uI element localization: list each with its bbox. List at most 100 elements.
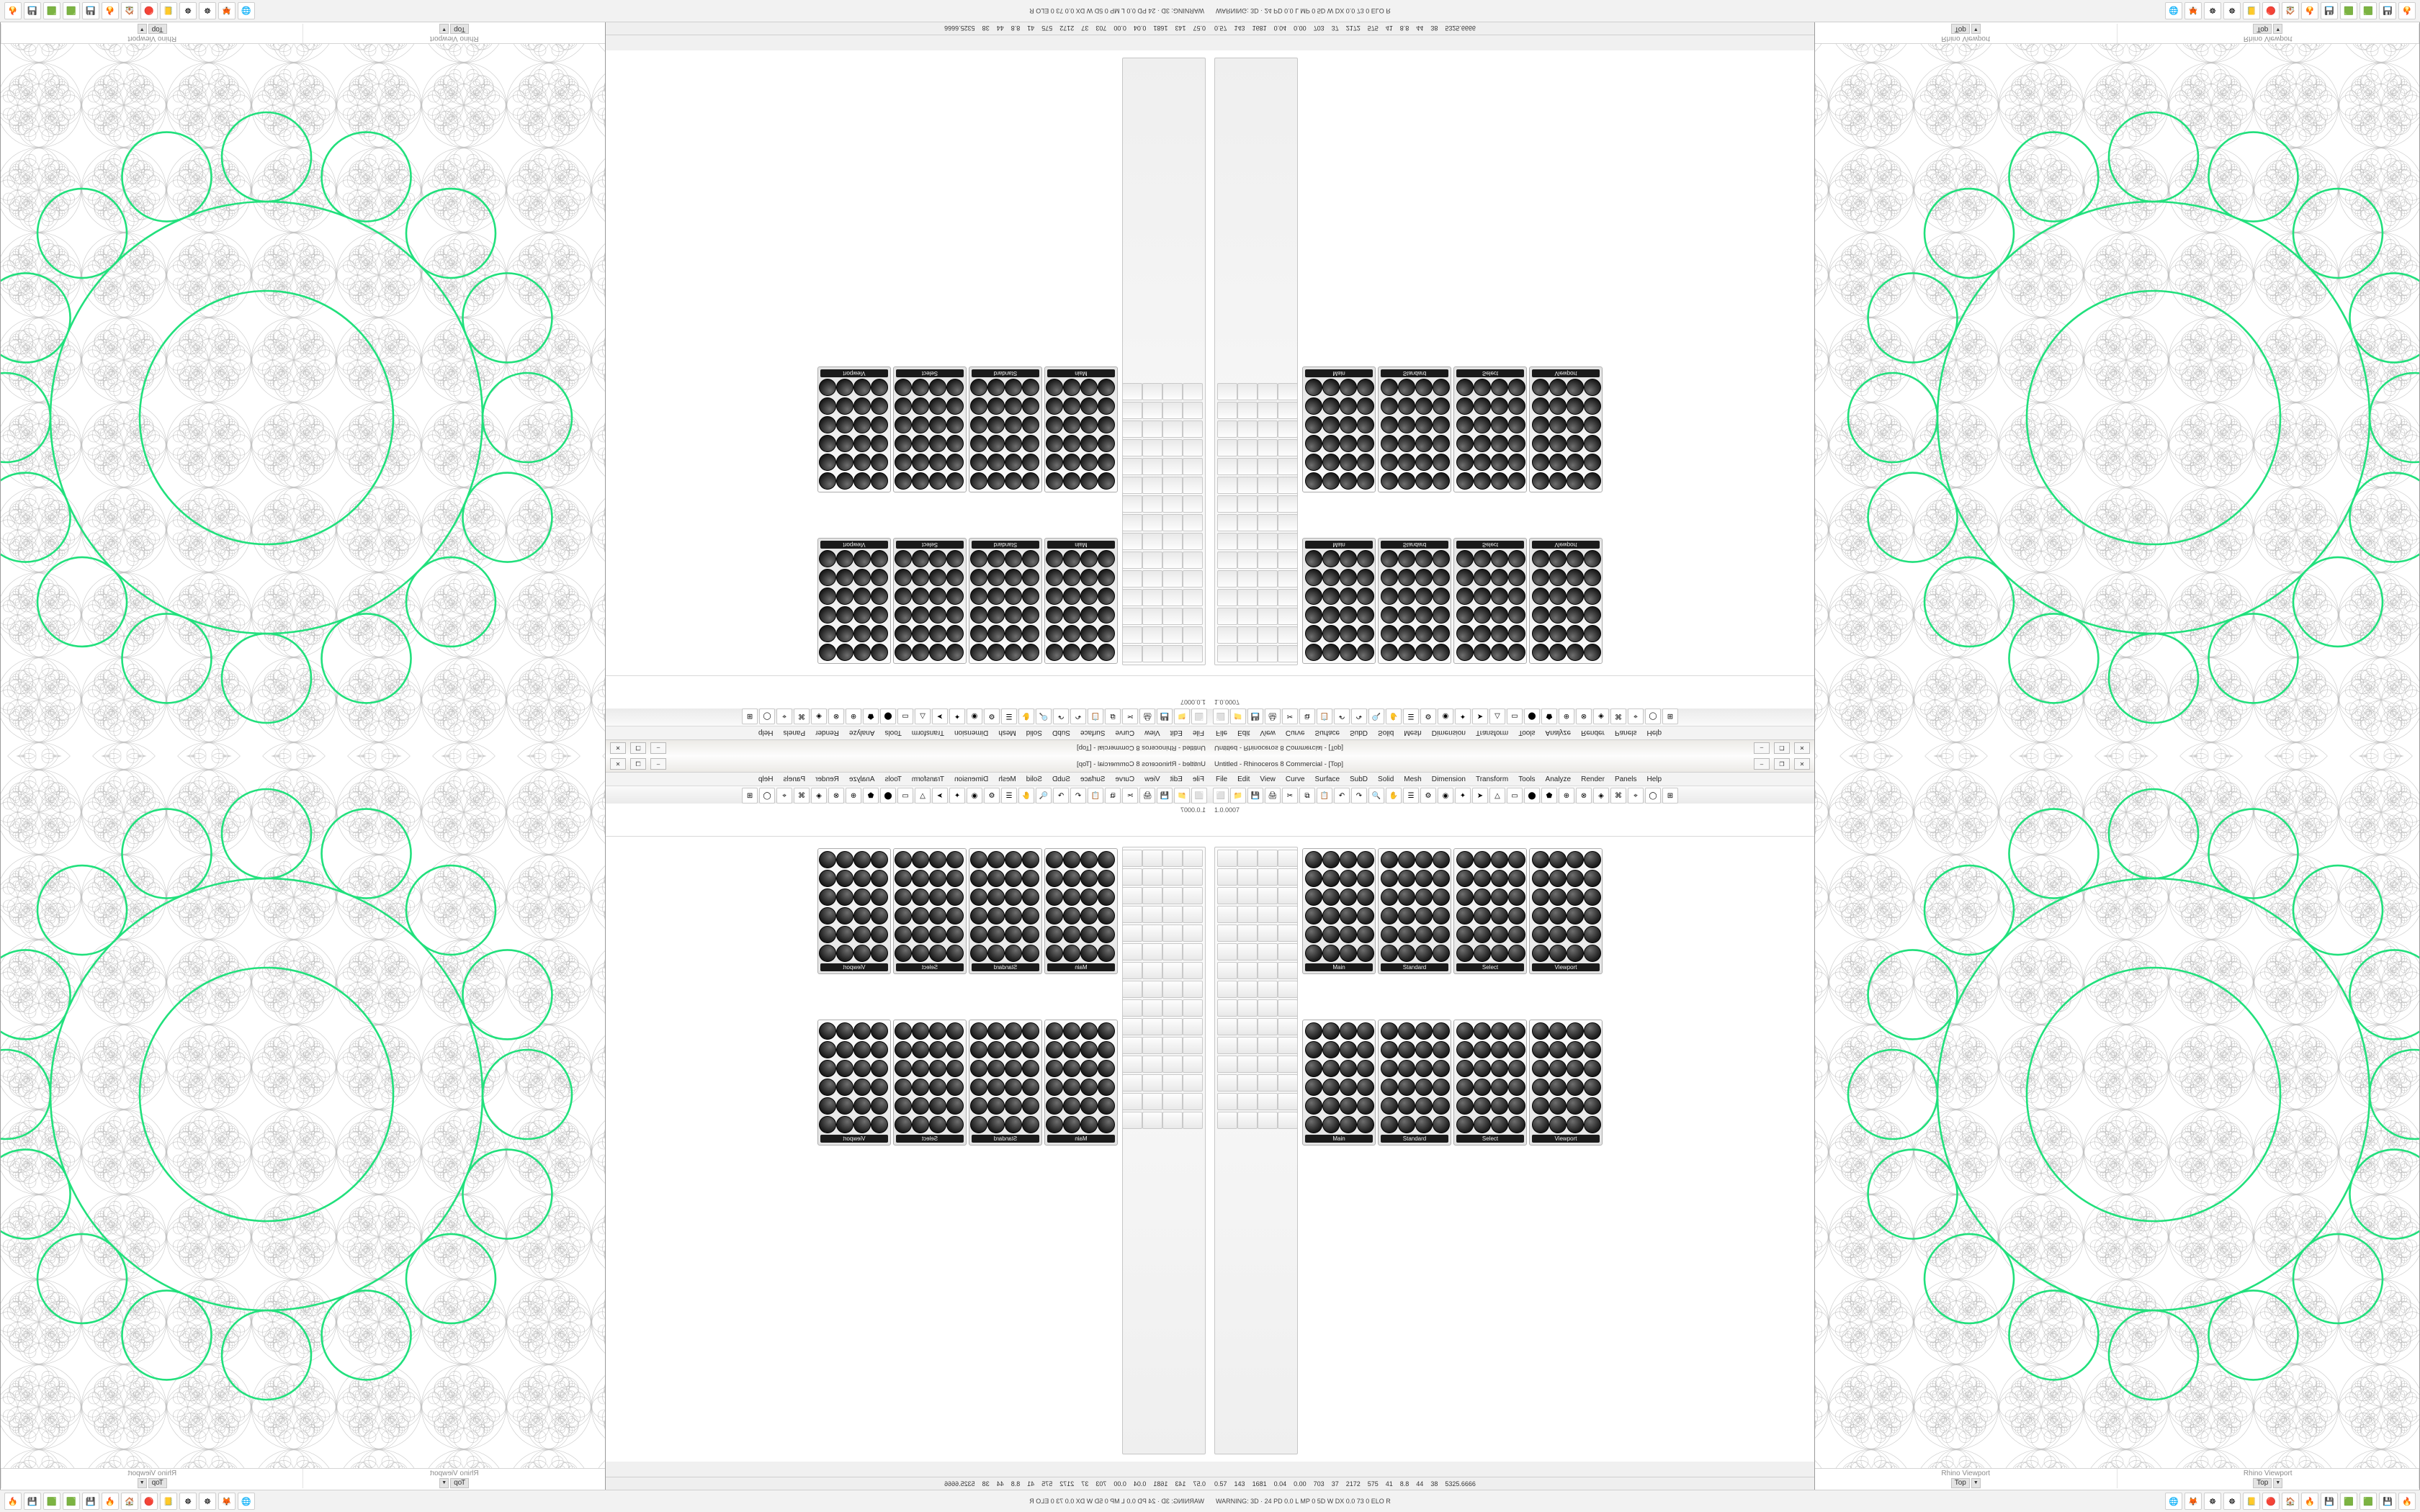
rhino-left-tool-30[interactable] <box>1142 514 1162 531</box>
rhino-left-tool-43[interactable] <box>1278 1037 1298 1054</box>
rhino-menu-panels[interactable]: Panels <box>783 775 805 783</box>
palette-tool-icon[interactable] <box>836 644 853 661</box>
rhino-left-tool-35[interactable] <box>1122 495 1142 513</box>
rhino-left-tool-43[interactable] <box>1278 458 1298 475</box>
rhino-palette-surface-tools[interactable]: Viewport <box>1529 366 1603 492</box>
viewport-tab-1-select[interactable]: Top ▼ <box>1950 1478 1981 1488</box>
palette-tool-icon[interactable] <box>1508 907 1525 924</box>
rhino-left-tool-57[interactable] <box>1237 383 1258 400</box>
palette-tool-icon[interactable] <box>819 1079 836 1096</box>
palette-tool-icon[interactable] <box>1433 1116 1450 1133</box>
rhino-left-tool-35[interactable] <box>1278 495 1298 513</box>
palette-tool-icon[interactable] <box>853 435 871 452</box>
rhino-left-tool-9[interactable] <box>1237 608 1258 625</box>
rhino-menu-edit[interactable]: Edit <box>1237 729 1250 737</box>
palette-tool-icon[interactable] <box>1080 644 1098 661</box>
rhino-left-tool-37[interactable] <box>1162 477 1183 494</box>
rhino-left-tool-24[interactable] <box>1217 533 1237 550</box>
palette-tool-icon[interactable] <box>1305 550 1322 567</box>
rhino-menu-edit[interactable]: Edit <box>1170 729 1183 737</box>
rhino-left-tool-0[interactable] <box>1217 850 1237 867</box>
palette-tool-icon[interactable] <box>1398 644 1415 661</box>
rhino-toolbar-icon-20[interactable]: ⊕ <box>1559 708 1574 724</box>
palette-tool-icon[interactable] <box>1474 907 1491 924</box>
palette-tool-icon[interactable] <box>970 1060 987 1077</box>
palette-tool-icon[interactable] <box>912 1041 929 1058</box>
palette-tool-icon[interactable] <box>1584 926 1601 943</box>
palette-tool-icon[interactable] <box>895 870 912 887</box>
palette-tool-icon[interactable] <box>895 888 912 906</box>
rhino-toolbar-icon-9[interactable]: 🔍 <box>1368 708 1384 724</box>
palette-tool-icon[interactable] <box>1415 870 1433 887</box>
rhino-left-tool-57[interactable] <box>1162 383 1183 400</box>
palette-tool-icon[interactable] <box>1381 1022 1398 1040</box>
rhino-toolbar-icon-21[interactable]: ⊗ <box>1576 788 1592 804</box>
rhino-toolbar-icon-18[interactable]: ⬤ <box>880 788 896 804</box>
palette-tool-icon[interactable] <box>1532 1041 1549 1058</box>
palette-tool-icon[interactable] <box>853 851 871 868</box>
palette-tool-icon[interactable] <box>912 472 929 490</box>
palette-tool-icon[interactable] <box>1433 472 1450 490</box>
palette-tool-icon[interactable] <box>1046 926 1063 943</box>
rhino-menubar[interactable]: File Edit View Curve Surface SubD Solid Mesh Dim… <box>1210 773 1814 786</box>
palette-tool-icon[interactable] <box>1456 606 1474 624</box>
rhino-toolbar-icon-5[interactable]: ⧉ <box>1105 708 1121 724</box>
palette-tool-icon[interactable] <box>1322 454 1340 471</box>
palette-tool-icon[interactable] <box>853 550 871 567</box>
palette-tool-icon[interactable] <box>1357 550 1374 567</box>
palette-tool-icon[interactable] <box>1305 379 1322 396</box>
palette-tool-icon[interactable] <box>871 454 888 471</box>
palette-tool-icon[interactable] <box>1046 1022 1063 1040</box>
rhino-toolbar-icon-20[interactable]: ⊕ <box>846 788 861 804</box>
rhino-left-tool-29[interactable] <box>1162 514 1183 531</box>
palette-tool-icon[interactable] <box>871 397 888 415</box>
rhino-toolbar-icon-26[interactable]: ⊞ <box>1662 788 1678 804</box>
palette-tool-icon[interactable] <box>929 926 946 943</box>
palette-tool-icon[interactable] <box>1305 588 1322 605</box>
rhino-left-tool-38[interactable] <box>1142 477 1162 494</box>
palette-tool-icon[interactable] <box>1567 1079 1584 1096</box>
palette-tool-icon[interactable] <box>895 945 912 962</box>
rhino-menu-solid[interactable]: Solid <box>1026 775 1042 783</box>
palette-tool-icon[interactable] <box>1549 1022 1567 1040</box>
palette-tool-icon[interactable] <box>1491 907 1508 924</box>
palette-tool-icon[interactable] <box>1322 907 1340 924</box>
palette-tool-icon[interactable] <box>1357 1022 1374 1040</box>
palette-tool-icon[interactable] <box>970 926 987 943</box>
palette-tool-icon[interactable] <box>1415 1060 1433 1077</box>
palette-tool-icon[interactable] <box>1080 625 1098 642</box>
palette-tool-icon[interactable] <box>1398 907 1415 924</box>
rhino-left-tool-5[interactable] <box>1237 626 1258 644</box>
palette-tool-icon[interactable] <box>1549 625 1567 642</box>
palette-tool-icon[interactable] <box>1433 1022 1450 1040</box>
palette-tool-icon[interactable] <box>1322 397 1340 415</box>
rhino-left-tool-6[interactable] <box>1142 868 1162 886</box>
palette-tool-icon[interactable] <box>1022 945 1039 962</box>
palette-tool-icon[interactable] <box>946 588 964 605</box>
record-icon[interactable]: 🔴 <box>140 2 158 19</box>
rhino-left-tool-38[interactable] <box>1258 1018 1278 1035</box>
palette-tool-icon[interactable] <box>1322 588 1340 605</box>
rhino-toolbar-icon-0[interactable]: ⬜ <box>1213 708 1229 724</box>
rhino-toolbar-icon-22[interactable]: ◈ <box>811 708 827 724</box>
rhino-left-tool-36[interactable] <box>1217 1018 1237 1035</box>
palette-tool-icon[interactable] <box>1584 569 1601 586</box>
minimize-icon[interactable]: – <box>1754 742 1770 754</box>
palette-tool-icon[interactable] <box>1491 379 1508 396</box>
palette-tool-icon[interactable] <box>1532 888 1549 906</box>
palette-tool-icon[interactable] <box>819 379 836 396</box>
rhino-left-tool-26[interactable] <box>1142 533 1162 550</box>
rhino-menu-subd[interactable]: SubD <box>1052 729 1070 737</box>
palette-tool-icon[interactable] <box>1063 416 1080 433</box>
rhino-toolbar-icon-26[interactable]: ⊞ <box>742 708 758 724</box>
palette-tool-icon[interactable] <box>1022 435 1039 452</box>
palette-tool-icon[interactable] <box>912 588 929 605</box>
palette-tool-icon[interactable] <box>1474 435 1491 452</box>
viewport-tab-2-select[interactable]: Top ▼ <box>2253 1478 2283 1488</box>
maze2-icon[interactable]: ☸ <box>179 1493 197 1510</box>
rhino-left-tool-21[interactable] <box>1162 943 1183 960</box>
palette-tool-icon[interactable] <box>1340 379 1357 396</box>
viewport-tab-1[interactable]: Rhino Viewport Top ▼ <box>1815 1469 2118 1488</box>
palette-tool-icon[interactable] <box>1340 907 1357 924</box>
rhino-left-toolbar[interactable] <box>1214 58 1298 665</box>
